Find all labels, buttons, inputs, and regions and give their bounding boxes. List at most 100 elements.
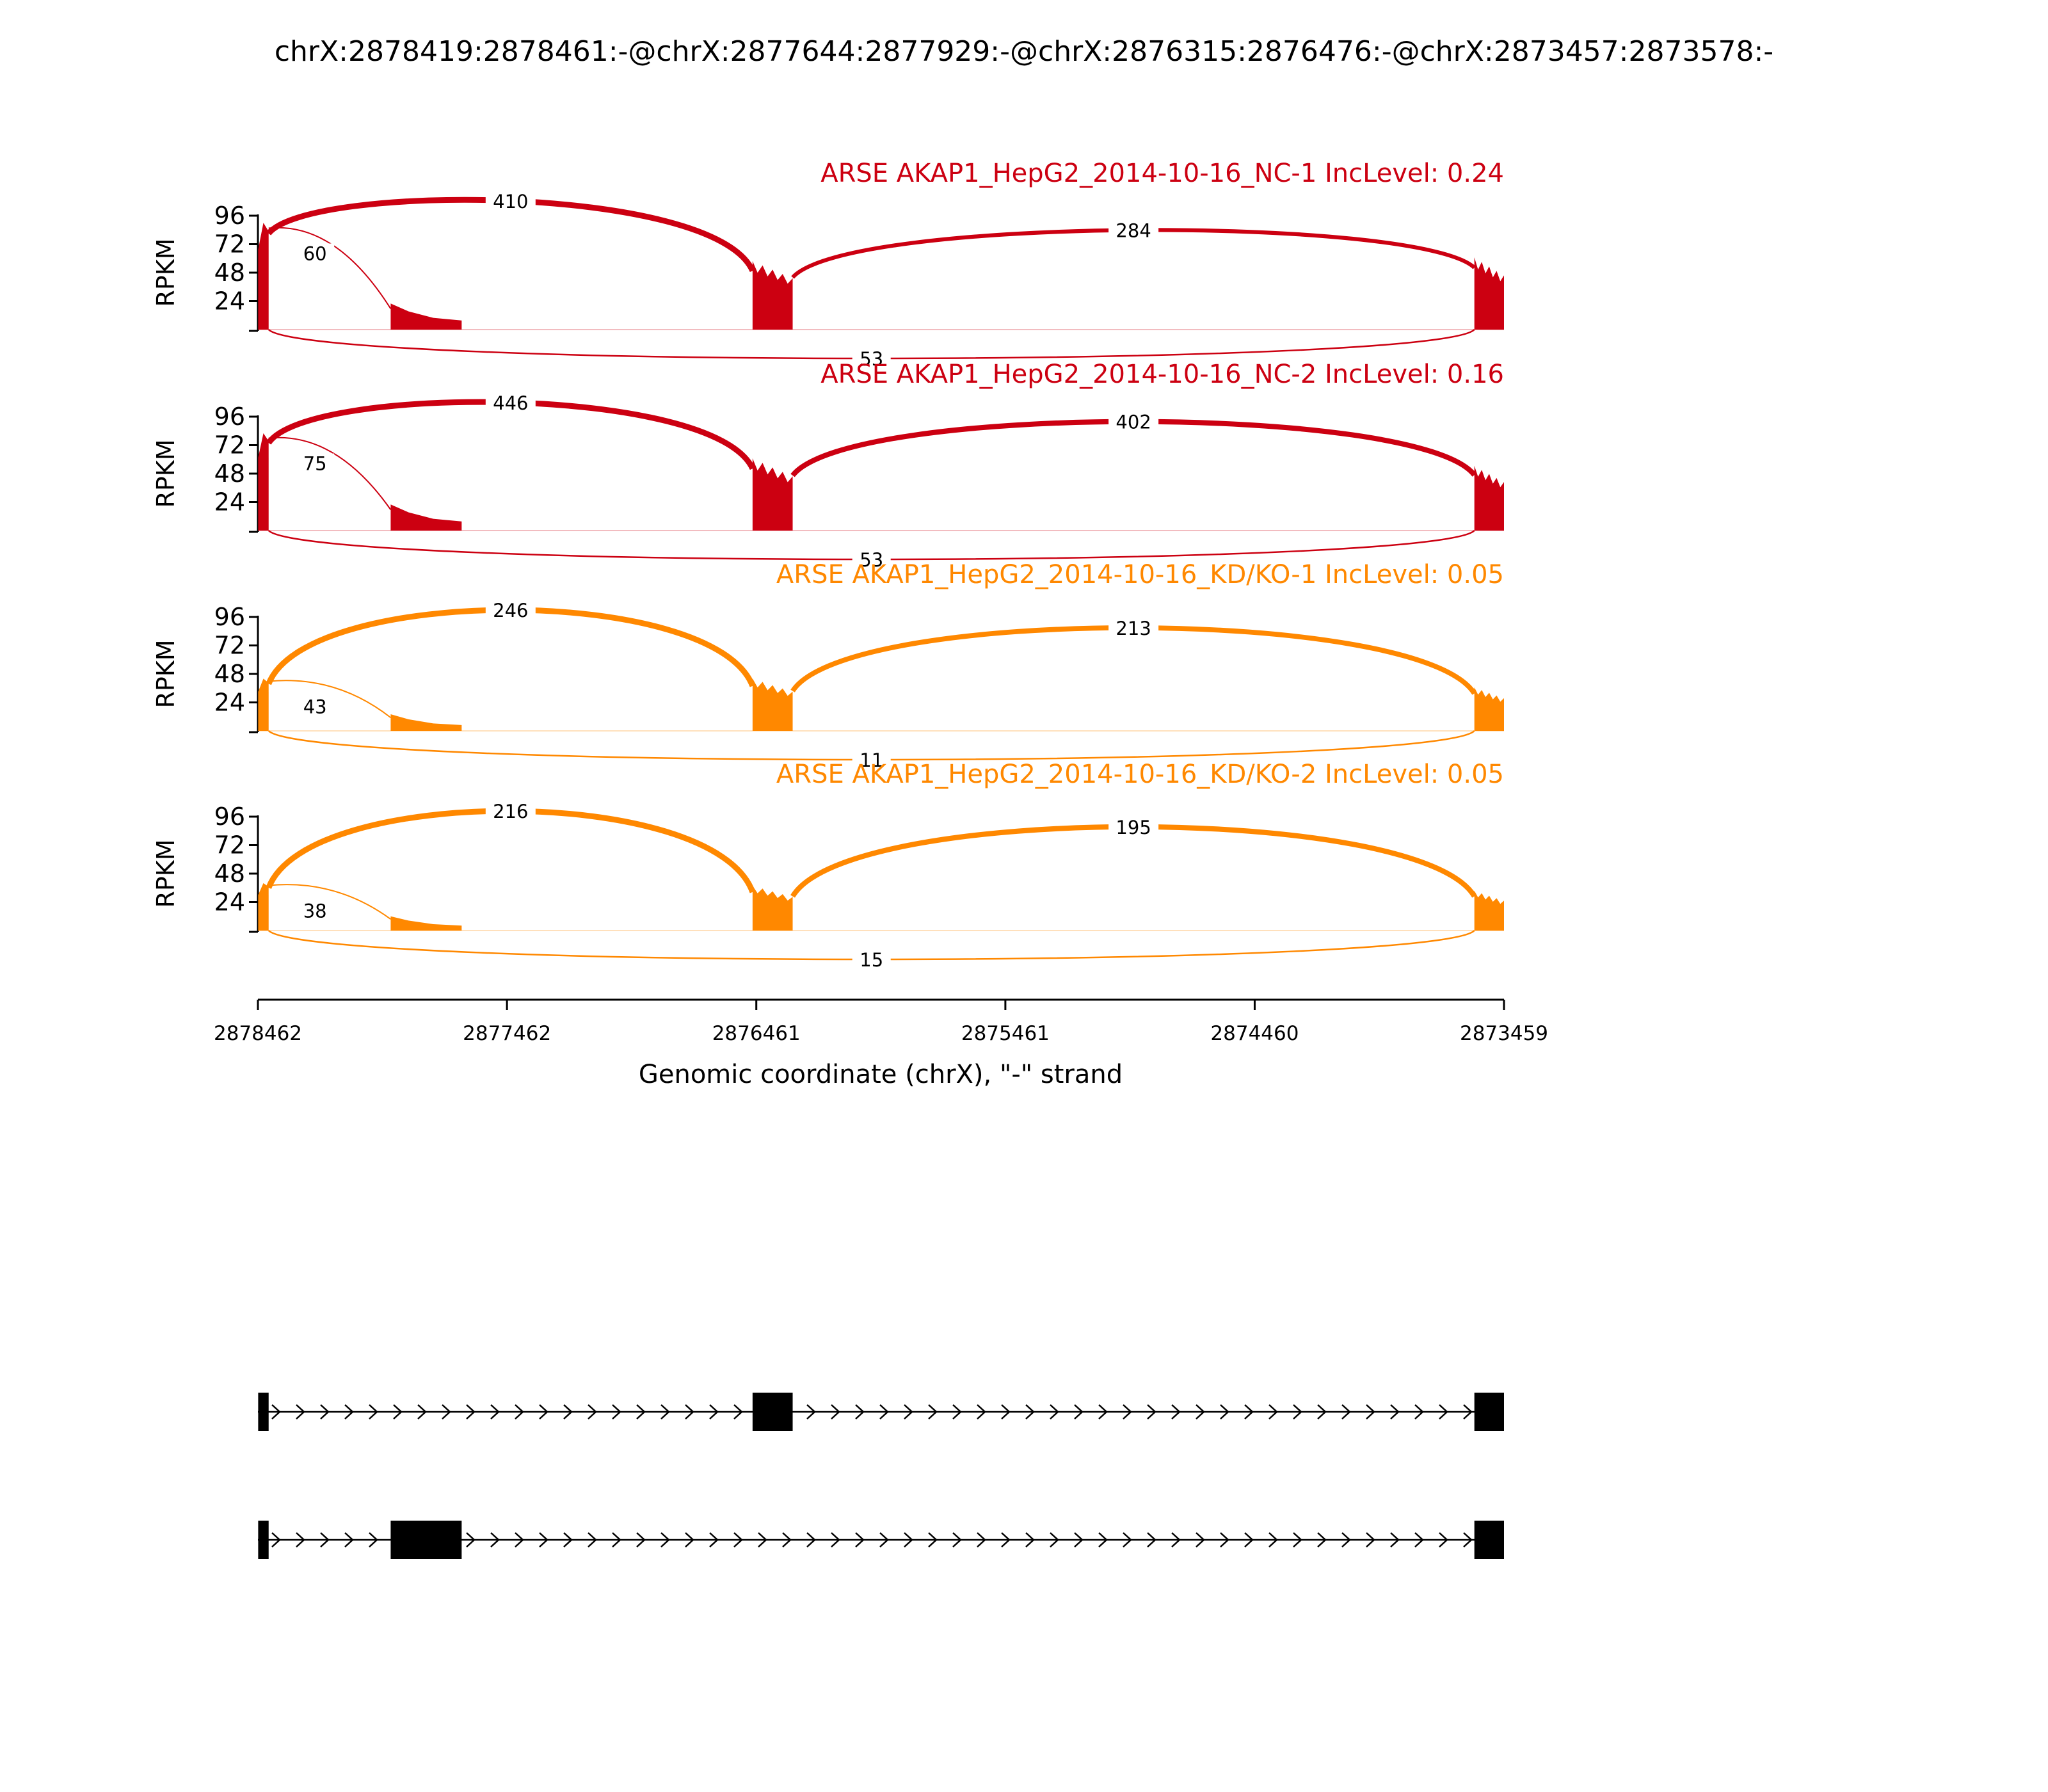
strand-chevron xyxy=(1317,1532,1327,1548)
y-axis-label: RPKM xyxy=(152,839,180,908)
strand-chevron xyxy=(636,1404,646,1420)
strand-chevron xyxy=(1001,1532,1011,1548)
strand-chevron xyxy=(1050,1532,1059,1548)
junction-label-bg xyxy=(1108,618,1159,640)
strand-chevron xyxy=(1171,1404,1181,1420)
strand-chevron xyxy=(1341,1532,1351,1548)
junction-label-bg xyxy=(485,600,536,623)
strand-chevron xyxy=(612,1532,621,1548)
strand-chevron xyxy=(685,1404,694,1420)
coverage-block xyxy=(752,678,793,731)
strand-chevron xyxy=(879,1532,889,1548)
junction-arc xyxy=(268,227,392,309)
strand-chevron xyxy=(1098,1404,1108,1420)
panel-title: ARSE AKAP1_HepG2_2014-10-16_KD/KO-1 IncL… xyxy=(776,560,1504,589)
panel-title: ARSE AKAP1_HepG2_2014-10-16_NC-1 IncLeve… xyxy=(820,159,1504,188)
strand-chevron xyxy=(733,1532,743,1548)
strand-chevron xyxy=(709,1404,719,1420)
strand-chevron xyxy=(1147,1404,1156,1420)
y-tick-label: 24 xyxy=(214,689,245,717)
genomic-x-axis: 2878462 2877462 2876461 2875461 2874460 28734… xyxy=(214,998,1548,1045)
y-tick-label: 24 xyxy=(214,888,245,916)
y-tick-label: 24 xyxy=(214,287,245,316)
strand-chevron xyxy=(977,1532,986,1548)
junction-label-bg xyxy=(852,950,891,972)
strand-chevron xyxy=(1366,1532,1375,1548)
strand-chevron xyxy=(1098,1532,1108,1548)
coverage-block xyxy=(1474,890,1504,931)
junction-count-label: 284 xyxy=(1116,220,1151,242)
strand-chevron xyxy=(1390,1404,1400,1420)
x-tick-label: 2875461 xyxy=(961,1022,1050,1045)
strand-chevron xyxy=(952,1404,962,1420)
strand-chevron xyxy=(490,1404,500,1420)
panel-1: ARSE AKAP1_HepG2_2014-10-16_NC-1 IncLeve… xyxy=(152,159,1504,371)
y-tick-label: 48 xyxy=(214,460,245,488)
strand-chevron xyxy=(320,1404,330,1420)
strand-chevron xyxy=(1463,1404,1473,1420)
figure-title: chrX:2878419:2878461:-@chrX:2877644:2877… xyxy=(275,35,1773,68)
junction-count-label: 53 xyxy=(860,348,883,370)
strand-chevron xyxy=(369,1532,378,1548)
junction-count-label: 11 xyxy=(860,749,883,771)
strand-chevron xyxy=(879,1404,889,1420)
panel-3: ARSE AKAP1_HepG2_2014-10-16_KD/KO-1 IncL… xyxy=(152,560,1504,772)
coverage-block xyxy=(390,504,462,531)
y-axis-label: RPKM xyxy=(152,639,180,708)
transcript-1 xyxy=(258,1393,1504,1431)
strand-chevron xyxy=(928,1532,938,1548)
strand-chevron xyxy=(1220,1404,1229,1420)
transcript-exon-block xyxy=(1474,1521,1504,1559)
strand-chevron xyxy=(1439,1532,1448,1548)
junction-count-label: 38 xyxy=(303,900,327,922)
y-axis-label: RPKM xyxy=(152,439,180,508)
strand-chevron xyxy=(660,1532,670,1548)
strand-chevron xyxy=(1414,1532,1424,1548)
y-tick-label: 48 xyxy=(214,860,245,888)
coverage-block xyxy=(258,883,269,931)
coverage-block xyxy=(752,458,793,531)
coverage-block xyxy=(258,678,269,731)
strand-chevron xyxy=(1050,1404,1059,1420)
strand-chevron xyxy=(296,1404,305,1420)
strand-chevron xyxy=(1196,1404,1205,1420)
strand-chevron xyxy=(1268,1532,1278,1548)
junction-count-label: 446 xyxy=(493,392,528,414)
strand-chevron xyxy=(806,1404,816,1420)
strand-chevron xyxy=(1196,1532,1205,1548)
y-tick-label: 96 xyxy=(214,403,245,431)
strand-chevron xyxy=(588,1532,597,1548)
panel-title: ARSE AKAP1_HepG2_2014-10-16_KD/KO-2 IncL… xyxy=(776,760,1504,789)
junction-count-label: 195 xyxy=(1116,817,1151,838)
strand-chevron xyxy=(344,1404,354,1420)
coverage-block xyxy=(1474,257,1504,330)
coverage-block xyxy=(752,260,793,330)
transcript-exon-block xyxy=(752,1393,793,1431)
coverage-panels: ARSE AKAP1_HepG2_2014-10-16_NC-1 IncLeve… xyxy=(152,159,1504,972)
strand-chevron xyxy=(466,1404,476,1420)
y-axis-label: RPKM xyxy=(152,238,180,307)
strand-chevron xyxy=(417,1404,427,1420)
junction-label-bg xyxy=(1108,220,1159,243)
strand-chevron xyxy=(1123,1532,1132,1548)
strand-chevron xyxy=(1414,1404,1424,1420)
coverage-block xyxy=(1474,687,1504,731)
transcript-exon-block xyxy=(1474,1393,1504,1431)
strand-chevron xyxy=(1463,1532,1473,1548)
strand-chevron xyxy=(928,1404,938,1420)
junction-label-bg xyxy=(296,900,335,923)
junction-count-label: 53 xyxy=(860,549,883,571)
strand-chevron xyxy=(344,1532,354,1548)
strand-chevron xyxy=(271,1532,281,1548)
x-tick-label: 2873459 xyxy=(1460,1022,1548,1045)
strand-chevron xyxy=(904,1404,913,1420)
strand-chevron xyxy=(733,1404,743,1420)
junction-label-bg xyxy=(852,349,891,371)
junction-arc xyxy=(268,436,392,510)
strand-chevron xyxy=(855,1404,865,1420)
y-tick-label: 24 xyxy=(214,488,245,516)
strand-chevron xyxy=(709,1532,719,1548)
panel-title: ARSE AKAP1_HepG2_2014-10-16_NC-2 IncLeve… xyxy=(820,360,1504,389)
strand-chevron xyxy=(1123,1404,1132,1420)
y-tick-label: 72 xyxy=(214,632,245,660)
